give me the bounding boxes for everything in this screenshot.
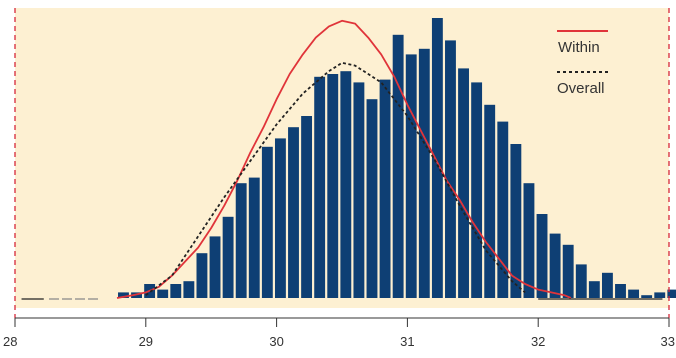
histogram-bar — [497, 121, 509, 298]
histogram-bar — [549, 233, 561, 298]
histogram-bar — [484, 104, 496, 298]
histogram-bar — [431, 18, 443, 298]
x-tick-label: 31 — [400, 334, 414, 349]
within-curve — [116, 19, 572, 299]
x-axis-ticks: 28 29 30 31 32 33 — [3, 318, 675, 349]
histogram-bar — [209, 236, 221, 298]
histogram-bar — [340, 71, 352, 298]
histogram-bar — [445, 40, 456, 299]
histogram-bar — [288, 127, 299, 298]
histogram-bar — [667, 289, 676, 298]
bars-group — [118, 18, 676, 299]
legend-overall-label: Overall — [557, 80, 605, 97]
histogram-bar — [222, 216, 234, 298]
x-tick-label: 29 — [139, 334, 153, 349]
x-tick-label: 33 — [661, 334, 675, 349]
histogram-bar — [392, 34, 404, 299]
histogram-bar — [170, 284, 182, 298]
histogram-bar — [196, 253, 208, 298]
histogram-bar — [523, 183, 535, 298]
histogram-bar — [405, 54, 417, 299]
legend-within-label: Within — [558, 39, 600, 56]
legend: Within Overall — [557, 30, 608, 97]
histogram-bar — [274, 138, 286, 298]
x-tick-label: 32 — [531, 334, 545, 349]
histogram-bar — [261, 146, 273, 298]
histogram-bar — [601, 272, 613, 298]
histogram-bar — [327, 74, 339, 298]
histogram-bar — [248, 177, 260, 298]
histogram-bar — [562, 244, 574, 298]
histogram-bar — [379, 79, 391, 298]
histogram-bar — [301, 116, 313, 298]
overall-curve — [145, 61, 526, 296]
histogram-bar — [654, 292, 666, 298]
x-tick-label: 30 — [269, 334, 283, 349]
histogram-bar — [458, 68, 469, 299]
histogram-bar — [536, 214, 548, 298]
histogram-bar — [575, 264, 587, 298]
histogram-bar — [235, 183, 247, 298]
histogram-bar — [628, 289, 640, 298]
histogram-bar — [314, 76, 326, 298]
histogram-bar — [615, 284, 626, 298]
histogram-bar — [183, 281, 195, 298]
histogram-bar — [118, 292, 129, 298]
histogram-bar — [641, 295, 653, 298]
histogram-bar — [510, 144, 522, 298]
histogram-bar — [471, 82, 483, 299]
histogram-bar — [588, 281, 600, 298]
histogram-bar — [418, 48, 430, 298]
histogram-bar — [353, 82, 365, 299]
x-tick-label: 28 — [3, 334, 17, 349]
histogram-bar — [366, 99, 378, 298]
curves-group — [116, 19, 572, 299]
histogram-bar — [157, 289, 169, 298]
